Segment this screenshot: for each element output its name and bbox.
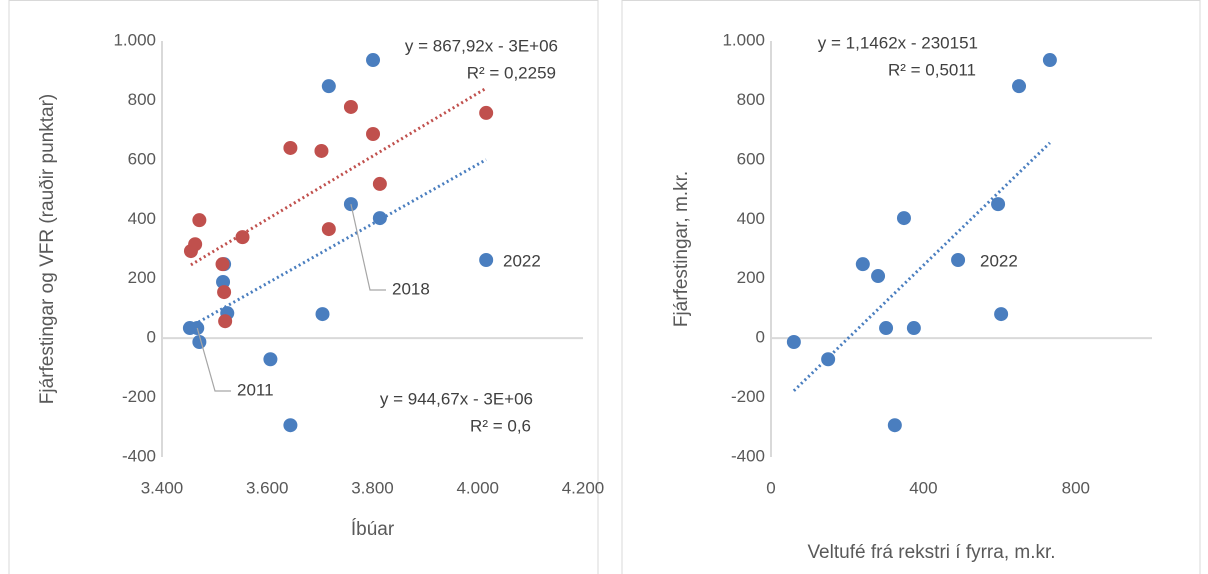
- point: [786, 335, 801, 350]
- trendline-equation: y = 944,67x - 3E+06: [380, 389, 533, 408]
- annotation-leader: [350, 204, 386, 291]
- point: [314, 143, 329, 158]
- point: [1012, 79, 1027, 94]
- y-tick-label: 600: [737, 149, 765, 168]
- x-axis-title: Íbúar: [351, 519, 395, 540]
- point: [991, 197, 1006, 212]
- point: [217, 285, 232, 300]
- point: [188, 237, 203, 252]
- y-tick-label: 1.000: [113, 30, 156, 49]
- y-tick-label: -200: [731, 387, 765, 406]
- point: [283, 140, 298, 155]
- trendline: [190, 86, 487, 267]
- point: [879, 321, 894, 336]
- x-tick-label: 0: [766, 478, 775, 497]
- y-tick-label: -400: [731, 446, 765, 465]
- point: [994, 307, 1009, 322]
- point: [479, 252, 494, 267]
- point: [343, 99, 358, 114]
- x-tick-label: 3.400: [141, 478, 184, 497]
- point: [855, 257, 870, 272]
- y-tick-label: 400: [128, 209, 156, 228]
- panel-border: [8, 0, 599, 574]
- annotation: 2011: [237, 380, 274, 399]
- y-tick-label: 200: [737, 268, 765, 287]
- point: [479, 105, 494, 120]
- x-tick-label: 3.600: [246, 478, 289, 497]
- point: [951, 252, 966, 267]
- trendline-r2: R² = 0,5011: [888, 60, 976, 79]
- point: [283, 418, 298, 433]
- y-axis-title: Fjárfestingar, m.kr.: [671, 171, 692, 327]
- trendline-r2: R² = 0,6: [470, 416, 531, 435]
- y-tick-label: 0: [147, 328, 156, 347]
- point: [218, 314, 233, 329]
- x-tick-label: 400: [909, 478, 937, 497]
- x-tick-label: 3.800: [351, 478, 394, 497]
- x-tick-label: 800: [1062, 478, 1090, 497]
- point: [192, 213, 207, 228]
- point: [235, 230, 250, 245]
- point: [315, 307, 330, 322]
- y-axis-title: Fjárfestingar og VFR (rauðir punktar): [37, 94, 58, 404]
- y-tick-label: 600: [128, 149, 156, 168]
- y-tick-label: 0: [756, 328, 765, 347]
- annotation-leader: [196, 327, 231, 392]
- y-tick-label: 800: [737, 90, 765, 109]
- point: [321, 79, 336, 94]
- trendline-equation: y = 867,92x - 3E+06: [405, 36, 558, 55]
- point: [821, 352, 836, 367]
- point: [1042, 53, 1057, 68]
- point: [321, 222, 336, 237]
- point: [366, 53, 381, 68]
- point: [216, 274, 231, 289]
- trendline-equation: y = 1,1462x - 230151: [818, 33, 978, 52]
- annotation: 2022: [503, 251, 541, 270]
- y-tick-label: -200: [122, 387, 156, 406]
- trendline-r2: R² = 0,2259: [467, 63, 556, 82]
- x-tick-label: 4.200: [562, 478, 605, 497]
- y-tick-label: 200: [128, 268, 156, 287]
- point: [192, 335, 207, 350]
- point: [263, 352, 278, 367]
- point: [906, 321, 921, 336]
- point: [871, 269, 886, 284]
- y-tick-label: 1.000: [722, 30, 765, 49]
- point: [372, 211, 387, 226]
- x-axis-title: Veltufé frá rekstri í fyrra, m.kr.: [807, 542, 1055, 563]
- y-tick-label: -400: [122, 446, 156, 465]
- annotation: 2022: [980, 251, 1018, 270]
- panel-border: [621, 0, 1201, 574]
- point: [366, 127, 381, 142]
- trendline: [189, 158, 487, 329]
- y-tick-label: 800: [128, 90, 156, 109]
- point: [215, 257, 230, 272]
- x-tick-label: 4.000: [456, 478, 499, 497]
- point: [896, 211, 911, 226]
- point: [372, 176, 387, 191]
- point: [887, 418, 902, 433]
- annotation: 2018: [392, 279, 430, 298]
- y-tick-label: 400: [737, 209, 765, 228]
